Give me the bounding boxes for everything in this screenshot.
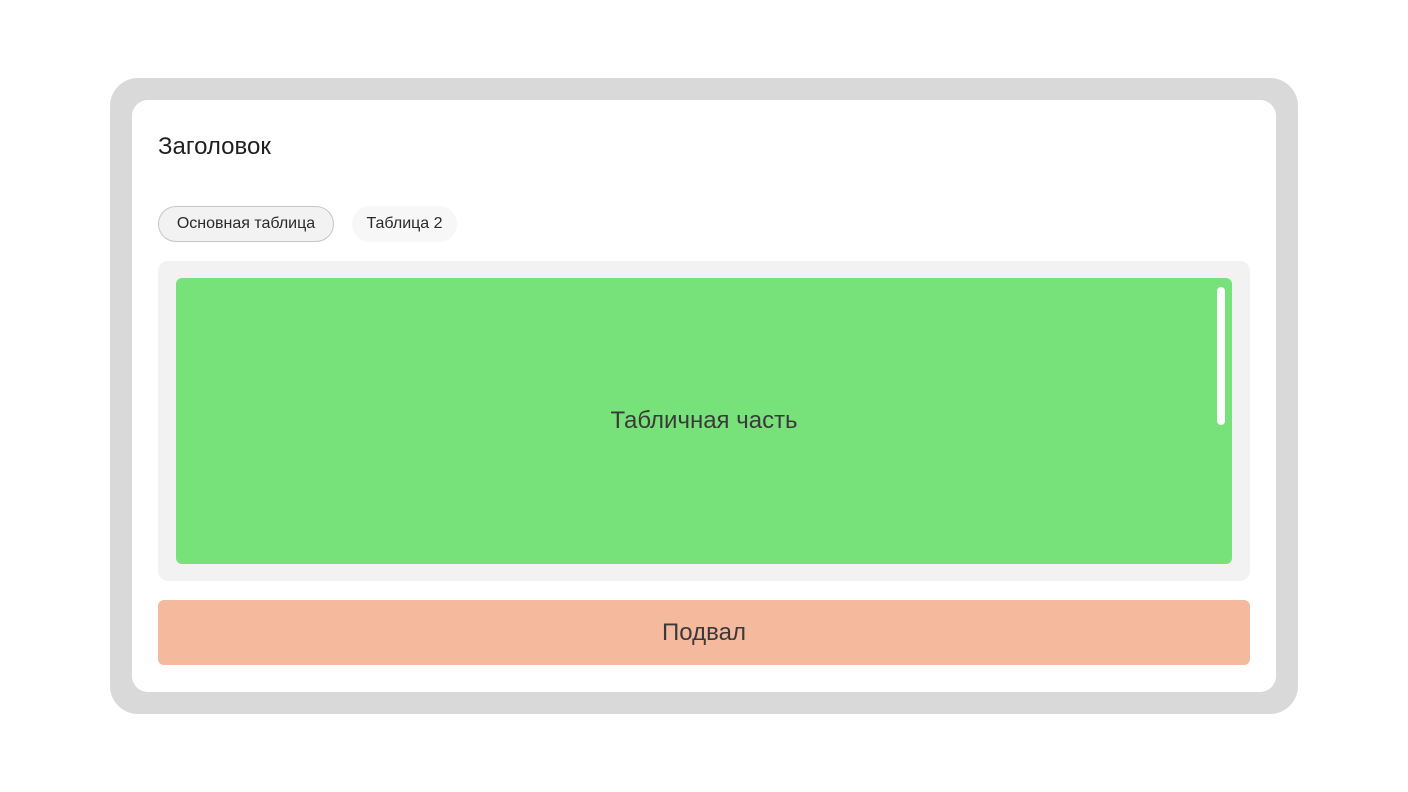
table-area: Табличная часть [176,278,1232,564]
tab-main-table[interactable]: Основная таблица [158,206,334,242]
footer: Подвал [158,600,1250,665]
table-area-label: Табличная часть [610,407,798,434]
vertical-scrollbar[interactable] [1217,287,1225,425]
page-title: Заголовок [158,133,271,160]
tab-table-2[interactable]: Таблица 2 [352,206,457,242]
footer-label: Подвал [662,618,746,646]
